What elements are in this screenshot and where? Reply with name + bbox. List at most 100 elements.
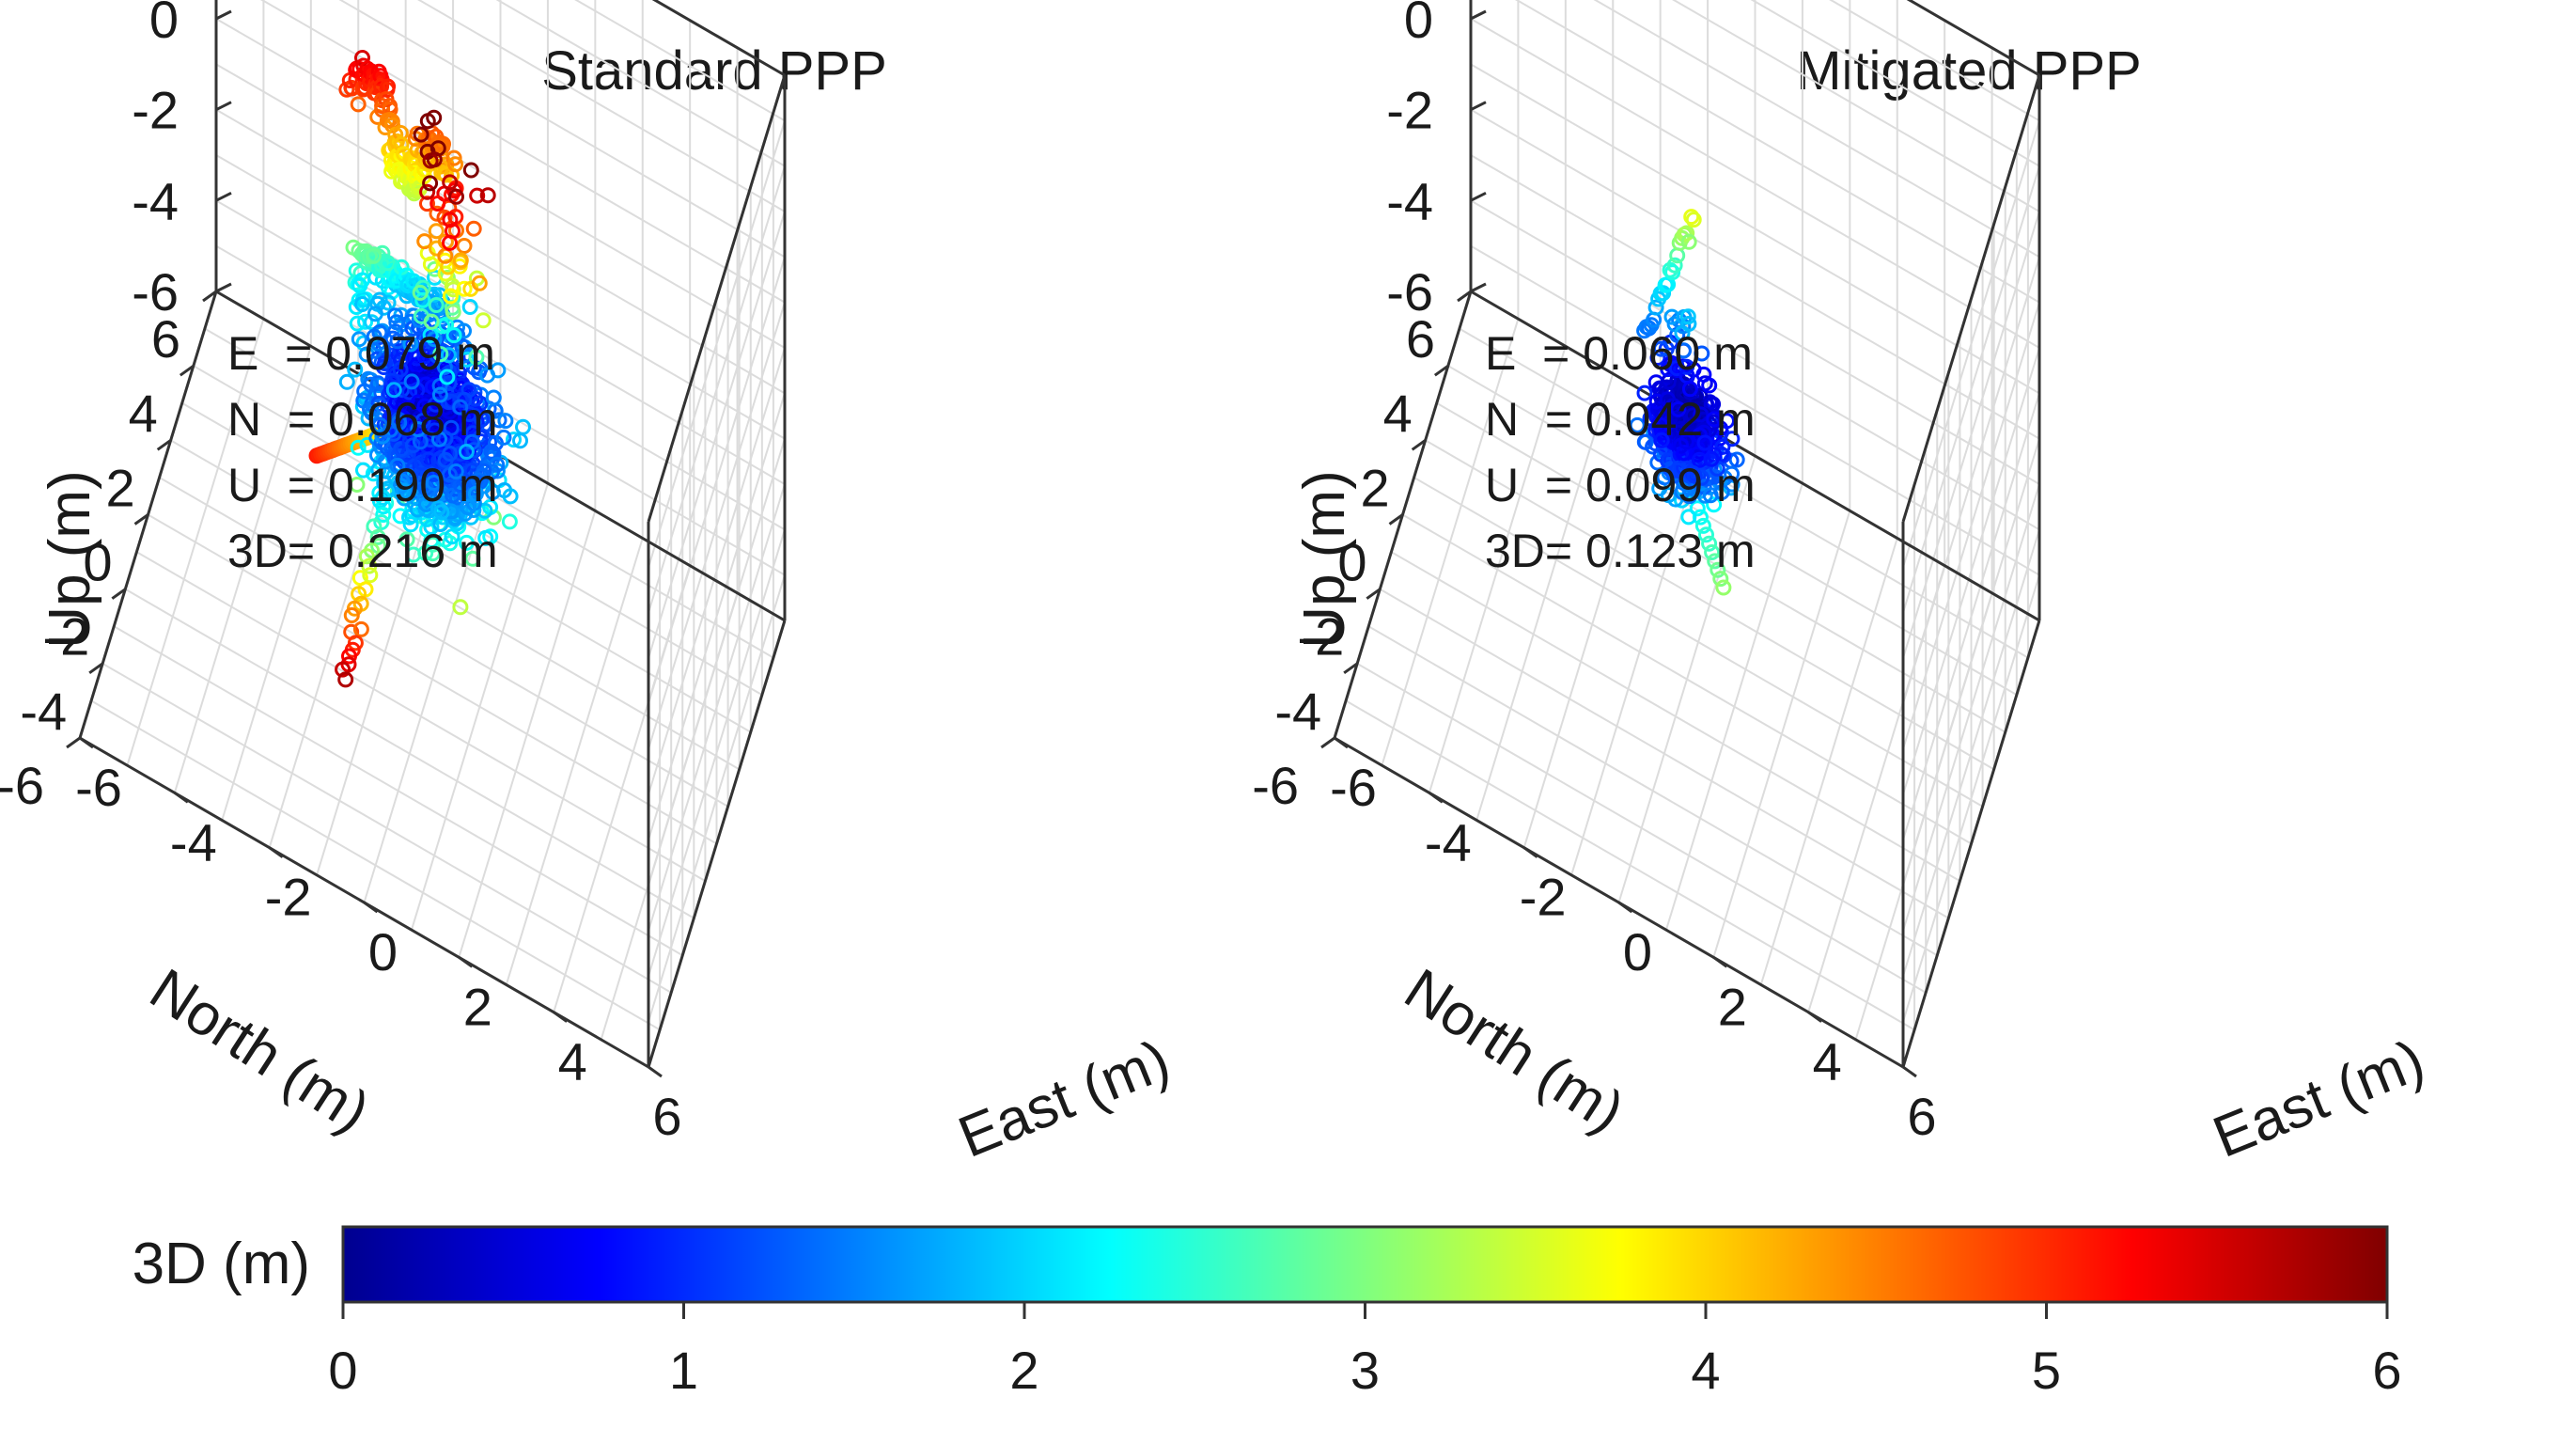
colorbar: 3D (m) 0 1 2 3 4 5 6: [133, 1225, 2402, 1400]
tick-mark: [179, 364, 195, 377]
scatter-point: [452, 399, 469, 416]
scatter-point: [426, 475, 442, 491]
tick-mark: [173, 792, 189, 804]
scatter-point: [1649, 350, 1666, 366]
scatter-point: [338, 373, 355, 390]
scatter-point: [416, 398, 433, 415]
scatter-point: [343, 607, 360, 623]
scatter-point: [476, 502, 493, 519]
scatter-point: [452, 599, 469, 616]
scatter-point: [422, 432, 439, 448]
tick-mark: [215, 101, 232, 112]
stat-u: U = 0.190 m: [227, 459, 498, 511]
y-tick-label: 4: [129, 384, 158, 443]
grid-line: [1356, 662, 1927, 994]
tick-mark: [1411, 439, 1427, 451]
scatter-point: [392, 125, 409, 141]
scatter-points: [308, 50, 531, 688]
scatter-point: [1714, 438, 1731, 455]
scatter-point: [1658, 340, 1675, 357]
scatter-point: [402, 516, 419, 533]
scatter-point: [1681, 381, 1698, 398]
axis-edge: [1901, 74, 2041, 523]
y-tick-label: 0: [83, 533, 112, 592]
z-tick-label: -4: [132, 171, 179, 230]
scatter-point: [461, 299, 478, 315]
tick-mark: [1428, 792, 1444, 804]
stat-3d: 3D= 0.123 m: [1485, 525, 1756, 577]
scatter-point: [389, 457, 406, 474]
scatter-point: [355, 462, 371, 479]
tick-mark: [458, 956, 474, 968]
stat-n: N = 0.042 m: [1485, 393, 1756, 446]
scatter-point: [394, 382, 411, 398]
scatter-point: [1713, 484, 1730, 500]
grid-line: [1390, 551, 1960, 882]
grid-line: [338, 0, 786, 259]
axis-edge: [1470, 290, 2040, 622]
x-tick-label: 2: [463, 977, 492, 1036]
scatter-point: [1653, 432, 1670, 448]
scatter-point: [445, 327, 462, 344]
z-tick-label: -4: [1386, 171, 1433, 230]
x-tick-label: 0: [368, 922, 398, 981]
colorbar-tick-label: 1: [669, 1341, 698, 1400]
scatter-point: [410, 421, 427, 438]
scatter-point: [1698, 526, 1714, 543]
scatter-point: [414, 291, 431, 308]
tick-mark: [1334, 736, 1349, 749]
panel-title: Mitigated PPP: [1796, 40, 2142, 102]
scatter-point: [401, 384, 418, 400]
scatter-point: [364, 314, 381, 331]
scatter-point: [465, 442, 482, 459]
scatter-point: [392, 361, 409, 378]
scatter-point: [385, 382, 402, 399]
z-axis-label: Up (m): [38, 470, 102, 648]
scatter-point: [1652, 340, 1669, 357]
scatter-point: [1678, 433, 1694, 450]
scatter-point: [374, 489, 391, 506]
tick-mark: [215, 191, 232, 202]
scatter-point: [430, 452, 447, 469]
scatter-point: [1678, 225, 1695, 242]
colorbar-ticks: 0 1 2 3 4 5 6: [328, 1302, 2402, 1400]
scatter-point: [1696, 434, 1713, 451]
scatter-point: [405, 546, 422, 563]
scatter-point: [428, 223, 445, 240]
colorbar-tick-label: 6: [2372, 1341, 2401, 1400]
grid-line: [648, 120, 786, 568]
scatter-point: [380, 255, 396, 272]
standard-ppp-panel: Standard PPP -6-4-202466420-2-4-6-6-4-20…: [0, 0, 1179, 1170]
scatter-point: [445, 487, 461, 504]
tick-mark: [1320, 736, 1335, 749]
scatter-point: [1728, 451, 1745, 468]
scatter-point: [1668, 360, 1685, 377]
colorbar-gradient: [341, 1225, 2389, 1304]
tick-mark: [1617, 901, 1633, 914]
scatter-point: [1678, 358, 1695, 375]
scatter-point: [452, 477, 469, 494]
scatter-point: [1636, 433, 1653, 450]
scatter-point: [364, 404, 381, 421]
scatter-point: [413, 126, 429, 143]
scatter-point: [426, 331, 443, 348]
grid-line: [1750, 0, 2040, 167]
grid-line: [1902, 120, 2040, 568]
scatter-point: [462, 162, 479, 179]
scatter-point: [419, 113, 436, 130]
scatter-point: [375, 507, 392, 523]
scatter-point: [1664, 264, 1681, 281]
colorbar-tick-label: 2: [1009, 1341, 1038, 1400]
scatter-point: [1681, 488, 1698, 505]
mitigated-ppp-panel: Mitigated PPP -6-4-202466420-2-4-6-6-4-2…: [1252, 0, 2433, 1170]
scatter-point: [456, 280, 473, 297]
y-tick-label: -2: [1298, 607, 1345, 667]
tick-mark: [1388, 513, 1404, 526]
scatter-point: [458, 534, 475, 551]
scatter-point: [388, 314, 405, 331]
y-tick-label: 4: [1383, 384, 1413, 443]
scatter-point: [1629, 416, 1646, 433]
scatter-point: [431, 431, 447, 447]
x-tick-label: 4: [558, 1032, 587, 1091]
scatter-point: [350, 96, 367, 113]
